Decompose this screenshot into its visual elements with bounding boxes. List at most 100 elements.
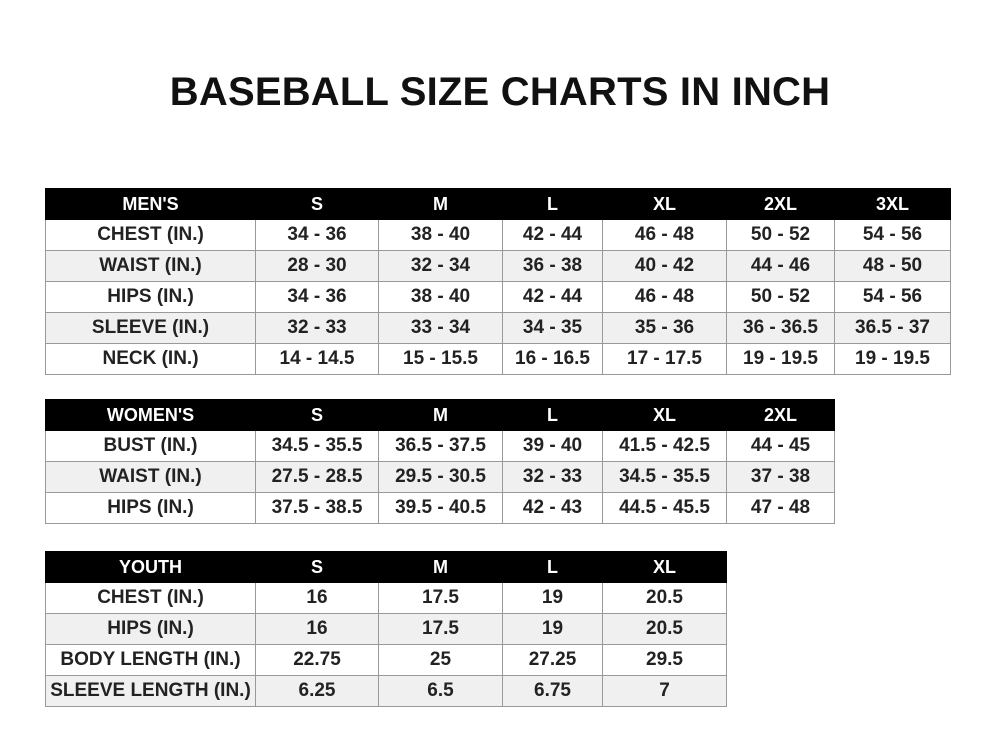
page-title: BASEBALL SIZE CHARTS IN INCH — [169, 70, 831, 114]
size-header: S — [255, 399, 379, 431]
table-row: SLEEVE LENGTH (IN.) 6.25 6.5 6.75 7 — [45, 675, 727, 707]
header-row: WOMEN'S S M L XL 2XL — [45, 399, 835, 431]
size-value: 47 - 48 — [726, 492, 835, 524]
size-value: 15 - 15.5 — [378, 343, 503, 375]
size-value: 42 - 43 — [502, 492, 603, 524]
size-header: M — [378, 399, 503, 431]
size-value: 17 - 17.5 — [602, 343, 727, 375]
measurement-label: HIPS (IN.) — [45, 613, 256, 645]
table-row: CHEST (IN.) 16 17.5 19 20.5 — [45, 582, 727, 614]
size-value: 6.75 — [502, 675, 603, 707]
womens-size-table: WOMEN'S S M L XL 2XL BUST (IN.) 34.5 - 35.5 36.5… — [45, 399, 835, 524]
table-row: HIPS (IN.) 37.5 - 38.5 39.5 - 40.5 42 - 43 4… — [45, 492, 835, 524]
size-value: 34 - 35 — [502, 312, 603, 344]
size-header: XL — [602, 188, 727, 220]
size-header: L — [502, 188, 603, 220]
size-value: 29.5 - 30.5 — [378, 461, 503, 493]
size-value: 46 - 48 — [602, 219, 727, 251]
table-row: HIPS (IN.) 16 17.5 19 20.5 — [45, 613, 727, 645]
size-value: 20.5 — [602, 582, 727, 614]
category-header: YOUTH — [45, 551, 256, 583]
size-value: 50 - 52 — [726, 219, 835, 251]
size-header: L — [502, 399, 603, 431]
size-value: 16 - 16.5 — [502, 343, 603, 375]
table-row: SLEEVE (IN.) 32 - 33 33 - 34 34 - 35 35 - 36… — [45, 312, 951, 344]
size-value: 16 — [255, 613, 379, 645]
table-row: WAIST (IN.) 28 - 30 32 - 34 36 - 38 40 - 42 4… — [45, 250, 951, 282]
size-value: 42 - 44 — [502, 219, 603, 251]
measurement-label: NECK (IN.) — [45, 343, 256, 375]
size-value: 32 - 33 — [255, 312, 379, 344]
measurement-label: BUST (IN.) — [45, 430, 256, 462]
size-header: 3XL — [834, 188, 951, 220]
size-value: 34.5 - 35.5 — [602, 461, 727, 493]
size-header: 2XL — [726, 188, 835, 220]
size-value: 36 - 38 — [502, 250, 603, 282]
size-value: 54 - 56 — [834, 219, 951, 251]
mens-size-table: MEN'S S M L XL 2XL 3XL CHEST (IN.) 34 - 36 38 - 4… — [45, 188, 951, 375]
size-value: 17.5 — [378, 613, 503, 645]
header-row: MEN'S S M L XL 2XL 3XL — [45, 188, 951, 220]
size-value: 54 - 56 — [834, 281, 951, 313]
size-value: 19 — [502, 613, 603, 645]
size-value: 50 - 52 — [726, 281, 835, 313]
size-value: 42 - 44 — [502, 281, 603, 313]
measurement-label: BODY LENGTH (IN.) — [45, 644, 256, 676]
table-row: HIPS (IN.) 34 - 36 38 - 40 42 - 44 46 - 48 50… — [45, 281, 951, 313]
size-value: 6.25 — [255, 675, 379, 707]
size-value: 25 — [378, 644, 503, 676]
youth-size-table: YOUTH S M L XL CHEST (IN.) 16 17.5 19 20.5 HIPS (I… — [45, 551, 727, 707]
measurement-label: HIPS (IN.) — [45, 492, 256, 524]
measurement-label: CHEST (IN.) — [45, 582, 256, 614]
category-header: WOMEN'S — [45, 399, 256, 431]
size-value: 36 - 36.5 — [726, 312, 835, 344]
size-value: 37 - 38 — [726, 461, 835, 493]
table-row: WAIST (IN.) 27.5 - 28.5 29.5 - 30.5 32 - 33… — [45, 461, 835, 493]
size-value: 37.5 - 38.5 — [255, 492, 379, 524]
size-value: 27.5 - 28.5 — [255, 461, 379, 493]
size-value: 6.5 — [378, 675, 503, 707]
size-value: 19 - 19.5 — [726, 343, 835, 375]
measurement-label: WAIST (IN.) — [45, 461, 256, 493]
size-header: L — [502, 551, 603, 583]
size-value: 44 - 46 — [726, 250, 835, 282]
size-header: S — [255, 188, 379, 220]
size-value: 41.5 - 42.5 — [602, 430, 727, 462]
size-value: 29.5 — [602, 644, 727, 676]
size-value: 35 - 36 — [602, 312, 727, 344]
size-value: 32 - 34 — [378, 250, 503, 282]
measurement-label: CHEST (IN.) — [45, 219, 256, 251]
size-header: M — [378, 551, 503, 583]
size-value: 14 - 14.5 — [255, 343, 379, 375]
size-value: 39 - 40 — [502, 430, 603, 462]
measurement-label: HIPS (IN.) — [45, 281, 256, 313]
size-value: 32 - 33 — [502, 461, 603, 493]
measurement-label: SLEEVE (IN.) — [45, 312, 256, 344]
measurement-label: WAIST (IN.) — [45, 250, 256, 282]
size-header: 2XL — [726, 399, 835, 431]
table-row: NECK (IN.) 14 - 14.5 15 - 15.5 16 - 16.5 17 … — [45, 343, 951, 375]
size-value: 40 - 42 — [602, 250, 727, 282]
table-row: CHEST (IN.) 34 - 36 38 - 40 42 - 44 46 - 48 5… — [45, 219, 951, 251]
size-value: 27.25 — [502, 644, 603, 676]
size-value: 34 - 36 — [255, 219, 379, 251]
size-value: 33 - 34 — [378, 312, 503, 344]
table-row: BUST (IN.) 34.5 - 35.5 36.5 - 37.5 39 - 40 4… — [45, 430, 835, 462]
size-header: M — [378, 188, 503, 220]
measurement-label: SLEEVE LENGTH (IN.) — [45, 675, 256, 707]
size-value: 22.75 — [255, 644, 379, 676]
size-value: 38 - 40 — [378, 281, 503, 313]
size-value: 34.5 - 35.5 — [255, 430, 379, 462]
size-value: 48 - 50 — [834, 250, 951, 282]
size-value: 19 — [502, 582, 603, 614]
size-header: XL — [602, 551, 727, 583]
size-value: 19 - 19.5 — [834, 343, 951, 375]
size-value: 34 - 36 — [255, 281, 379, 313]
size-value: 44.5 - 45.5 — [602, 492, 727, 524]
size-value: 39.5 - 40.5 — [378, 492, 503, 524]
size-value: 17.5 — [378, 582, 503, 614]
size-value: 28 - 30 — [255, 250, 379, 282]
size-value: 36.5 - 37.5 — [378, 430, 503, 462]
size-header: XL — [602, 399, 727, 431]
size-header: S — [255, 551, 379, 583]
